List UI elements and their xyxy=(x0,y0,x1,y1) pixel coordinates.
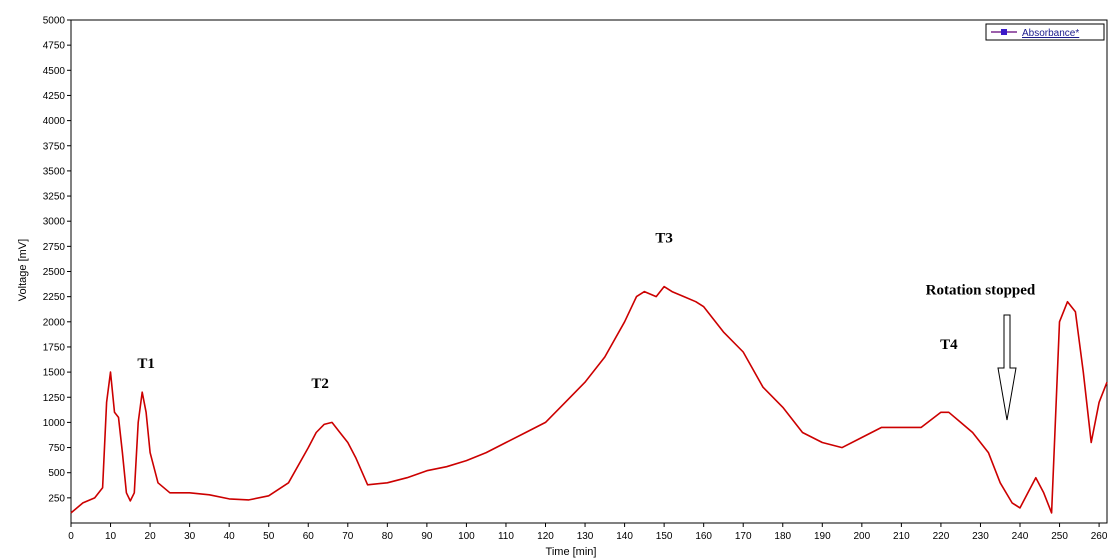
x-tick-label: 170 xyxy=(735,531,752,542)
series-line-absorbance xyxy=(70,285,1108,514)
y-tick-label: 4500 xyxy=(43,66,66,77)
x-tick-label: 240 xyxy=(1012,531,1029,542)
x-tick-label: 50 xyxy=(263,531,275,542)
y-tick-label: 3500 xyxy=(43,166,66,177)
y-axis: 250 500 750 1000 1250 1500 1750 2000 2250 2500 275… xyxy=(43,16,71,504)
y-tick-label: 2750 xyxy=(43,242,66,253)
y-tick-label: 750 xyxy=(48,443,65,454)
y-tick-label: 2250 xyxy=(43,292,66,303)
legend-label: Absorbance* xyxy=(1022,28,1079,39)
annotation-label: T3 xyxy=(655,230,673,246)
y-tick-label: 3250 xyxy=(43,192,66,203)
y-tick-label: 3750 xyxy=(43,141,66,152)
x-tick-label: 200 xyxy=(853,531,870,542)
x-tick-label: 260 xyxy=(1091,531,1108,542)
y-tick-label: 5000 xyxy=(43,16,66,27)
x-tick-label: 210 xyxy=(893,531,910,542)
x-tick-label: 10 xyxy=(105,531,117,542)
y-tick-label: 3000 xyxy=(43,217,66,228)
x-axis: 0 10 20 30 40 50 60 70 80 90 100 110 120 130 140 150 160… xyxy=(68,523,1108,542)
x-tick-label: 130 xyxy=(577,531,594,542)
series-layer xyxy=(70,285,1108,514)
down-arrow-icon xyxy=(997,314,1017,421)
plot-area xyxy=(70,19,1108,524)
x-tick-label: 30 xyxy=(184,531,196,542)
y-tick-label: 1250 xyxy=(43,393,66,404)
y-tick-label: 2000 xyxy=(43,317,66,328)
y-tick-label: 500 xyxy=(48,468,65,479)
legend-marker-icon xyxy=(1001,29,1007,35)
x-tick-label: 180 xyxy=(774,531,791,542)
x-tick-label: 230 xyxy=(972,531,989,542)
x-tick-label: 160 xyxy=(695,531,712,542)
x-tick-label: 100 xyxy=(458,531,475,542)
x-tick-label: 250 xyxy=(1051,531,1068,542)
x-tick-label: 80 xyxy=(382,531,394,542)
x-tick-label: 190 xyxy=(814,531,831,542)
y-tick-label: 4750 xyxy=(43,41,66,52)
x-tick-label: 110 xyxy=(498,531,514,542)
y-axis-title: Voltage [mV] xyxy=(17,239,29,301)
x-tick-label: 60 xyxy=(303,531,315,542)
y-tick-label: 250 xyxy=(48,493,65,504)
y-tick-label: 4250 xyxy=(43,91,66,102)
annotation-layer: T1 T2 T3 T4 Rotation stopped xyxy=(137,230,1036,392)
x-tick-label: 150 xyxy=(656,531,673,542)
annotation-label: Rotation stopped xyxy=(926,283,1036,299)
x-tick-label: 140 xyxy=(616,531,633,542)
annotation-label: T4 xyxy=(940,337,958,353)
x-tick-label: 70 xyxy=(342,531,354,542)
x-tick-label: 90 xyxy=(421,531,433,542)
x-tick-label: 40 xyxy=(224,531,236,542)
annotation-label: T2 xyxy=(311,376,329,392)
y-tick-label: 1000 xyxy=(43,418,66,429)
x-tick-label: 0 xyxy=(68,531,74,542)
annotation-label: T1 xyxy=(137,356,155,372)
y-tick-label: 2500 xyxy=(43,267,66,278)
y-tick-label: 1500 xyxy=(43,368,66,379)
y-tick-label: 1750 xyxy=(43,342,66,353)
x-tick-label: 220 xyxy=(933,531,950,542)
legend-box xyxy=(985,23,1105,41)
x-axis-title: Time [min] xyxy=(546,546,597,558)
y-tick-label: 4000 xyxy=(43,116,66,127)
x-tick-label: 20 xyxy=(145,531,157,542)
legend[interactable]: Absorbance* xyxy=(985,23,1105,41)
x-tick-label: 120 xyxy=(537,531,554,542)
